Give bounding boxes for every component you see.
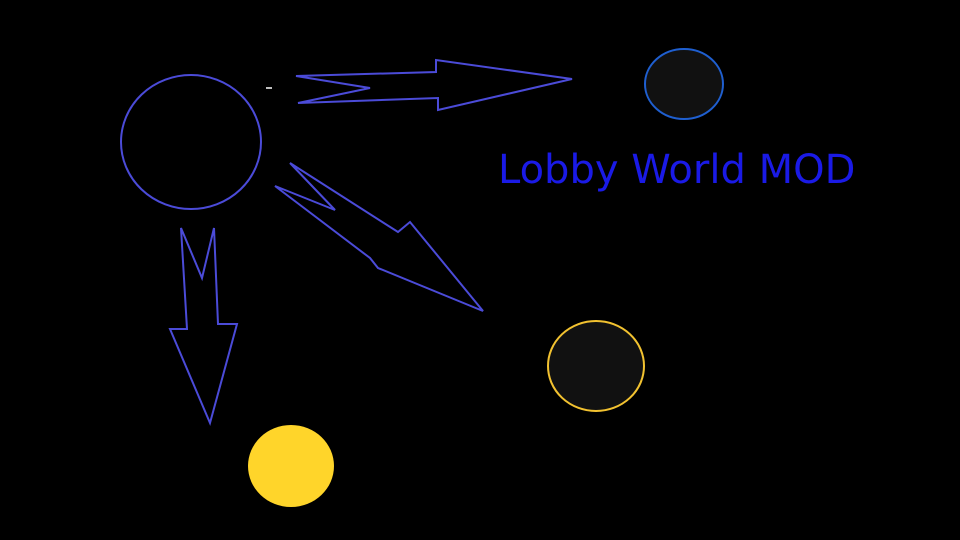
dark-circle-yellow <box>547 320 645 412</box>
title: Lobby World MOD <box>498 147 855 193</box>
arrow-down <box>168 227 239 427</box>
arrow-diagonal <box>274 162 484 312</box>
dark-circle-blue <box>644 48 724 120</box>
arrow-right <box>295 58 573 112</box>
source-circle <box>120 74 262 210</box>
yellow-circle <box>248 425 334 507</box>
